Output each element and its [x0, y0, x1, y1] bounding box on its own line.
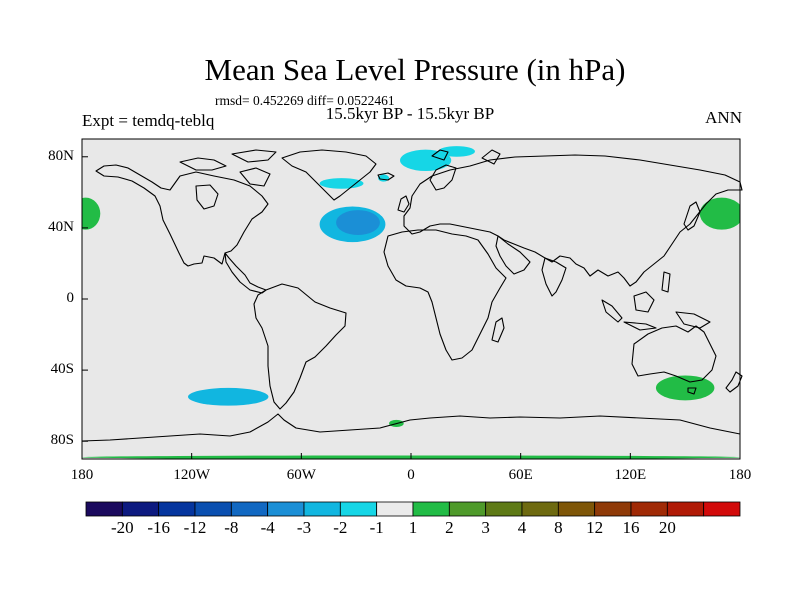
anomaly-layer: [82, 146, 740, 459]
y-tick-label: 40S: [50, 361, 74, 378]
colorbar-label: -20: [110, 518, 134, 537]
south-america-coast: [253, 283, 347, 410]
britain-coast: [397, 195, 410, 213]
colorbar-label: 12: [586, 518, 604, 537]
colorbar-swatch: [448, 501, 487, 517]
colorbar-label: -4: [260, 518, 275, 537]
anomaly-barents-low: [400, 149, 452, 171]
colorbar-swatch: [158, 501, 196, 517]
eurasia-coast: [403, 154, 743, 287]
chart-subtitle: 15.5kyr BP - 15.5kyr BP: [325, 104, 495, 123]
colorbar-swatch: [194, 501, 232, 517]
colorbar-swatch: [303, 501, 341, 517]
colorbar-label: 16: [622, 518, 640, 537]
y-tick-label: 40N: [48, 218, 74, 235]
colorbar-swatch: [267, 501, 305, 517]
axis-ticks: [81, 156, 741, 459]
africa-coast: [383, 229, 507, 361]
x-tick-label: 180: [728, 467, 752, 483]
anomaly-north-atlantic-low-core: [336, 210, 380, 235]
anomaly-greenland-low: [319, 178, 364, 189]
coastlines: [81, 149, 743, 442]
new-zealand-coast: [725, 371, 743, 393]
colorbar-swatch: [666, 501, 705, 517]
colorbar-swatch: [703, 501, 741, 517]
borneo-coast: [633, 291, 655, 313]
chart-title: Mean Sea Level Pressure (in hPa): [204, 52, 626, 87]
canadian-archipelago-coast: [179, 157, 227, 171]
colorbar-swatch: [339, 501, 378, 517]
anomaly-south-pacific-low: [188, 387, 269, 406]
experiment-label: Expt = temdq-teblq: [82, 111, 215, 130]
madagascar-coast: [491, 317, 505, 343]
colorbar-label: 8: [554, 518, 563, 537]
x-tick-label: 60E: [508, 467, 533, 483]
colorbar-swatch: [485, 501, 523, 517]
philippines-coast: [661, 271, 671, 293]
colorbar-label: -12: [183, 518, 207, 537]
colorbar: [85, 501, 741, 517]
ellesmere-coast: [231, 149, 277, 163]
y-tick-label: 80S: [50, 432, 74, 449]
greenland-coast: [281, 149, 377, 201]
hudson-bay: [195, 184, 219, 210]
colorbar-swatch: [376, 501, 414, 517]
new-guinea-coast: [675, 311, 711, 329]
colorbar-swatch: [230, 501, 269, 517]
colorbar-label: -1: [369, 518, 384, 537]
antarctica-coast: [81, 413, 741, 442]
season-label: ANN: [705, 108, 742, 127]
colorbar-label: 4: [517, 518, 527, 537]
scandinavia-coast: [429, 164, 457, 191]
x-tick-label: 0: [407, 467, 415, 483]
north-america-coast: [95, 164, 269, 267]
baffin-coast: [239, 167, 271, 187]
tasmania-coast: [687, 387, 697, 395]
anomaly-tasman-high: [655, 375, 715, 401]
anomaly-north-pacific-high-west: [82, 197, 101, 230]
x-tick-label: 120W: [173, 467, 210, 483]
svalbard-coast: [431, 149, 449, 161]
x-tick-label: 180: [70, 467, 94, 483]
sumatra-coast: [601, 299, 623, 323]
colorbar-swatch: [594, 501, 632, 517]
stats-label: rmsd= 0.452269 diff= 0.0522461: [215, 93, 395, 108]
x-tick-label: 120E: [614, 467, 647, 483]
colorbar-swatch: [630, 501, 668, 517]
colorbar-label: -3: [296, 518, 312, 537]
india-coast: [541, 257, 567, 297]
colorbar-label: 1: [408, 518, 418, 537]
colorbar-swatch: [412, 501, 450, 517]
y-tick-label: 0: [66, 290, 75, 306]
colorbar-label: -16: [147, 518, 170, 537]
colorbar-label: 3: [481, 518, 490, 537]
australia-coast: [631, 325, 717, 383]
anomaly-north-pacific-high-east: [699, 197, 740, 230]
japan-coast: [683, 201, 701, 231]
novaya-zemlya-coast: [481, 149, 501, 165]
map-background: [82, 139, 740, 459]
colorbar-label: 2: [445, 518, 454, 537]
y-tick-label: 80N: [48, 147, 74, 164]
colorbar-swatch: [557, 501, 596, 517]
colorbar-swatch: [85, 501, 123, 517]
colorbar-label: -8: [224, 518, 239, 537]
arabia-coast: [495, 235, 531, 275]
colorbar-label: -2: [333, 518, 348, 537]
iceland-coast: [377, 172, 395, 181]
colorbar-label: 20: [658, 518, 676, 537]
colorbar-swatch: [121, 501, 160, 517]
java-coast: [623, 321, 657, 331]
colorbar-swatch: [521, 501, 559, 517]
x-tick-label: 60W: [286, 467, 316, 483]
